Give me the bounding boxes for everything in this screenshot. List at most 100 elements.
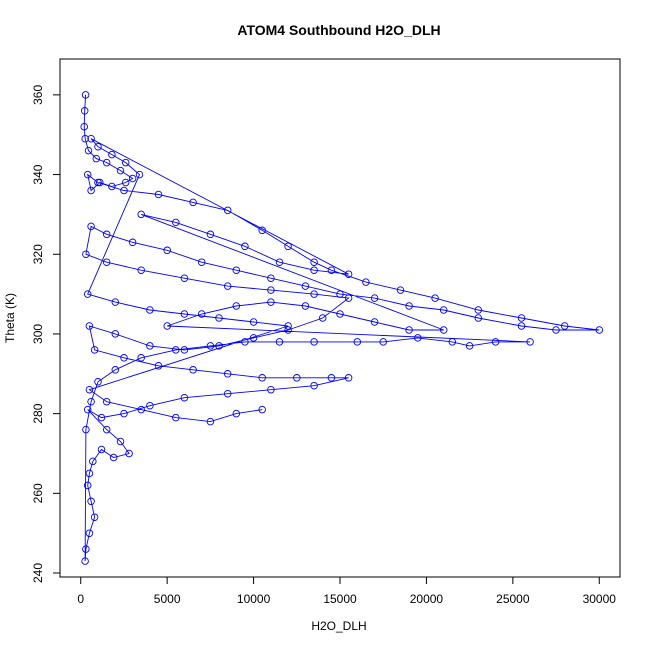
data-point [189, 366, 197, 374]
data-point [85, 529, 94, 537]
data-point [83, 170, 92, 179]
x-tick-label: 0 [77, 592, 84, 606]
data-point [439, 326, 448, 334]
x-tick-label: 30000 [583, 592, 617, 606]
data-point [414, 334, 422, 342]
data-point [85, 322, 94, 330]
data-point [163, 322, 171, 330]
data-point [267, 298, 275, 306]
data-point [206, 230, 215, 239]
data-point [81, 134, 89, 143]
data-point [284, 326, 292, 334]
data-point [111, 366, 120, 374]
data-point [90, 513, 99, 521]
data-point [362, 278, 370, 286]
y-tick-label: 360 [31, 85, 45, 105]
data-point [344, 374, 353, 382]
data-point [89, 457, 97, 466]
data-point [232, 266, 241, 274]
data-point [189, 198, 197, 207]
data-point [108, 150, 116, 159]
data-point [275, 258, 284, 266]
x-tick-label: 20000 [410, 592, 444, 606]
data-point [344, 270, 353, 278]
data-point [81, 557, 89, 565]
data-point [83, 290, 92, 298]
data-point [137, 354, 145, 362]
data-point [172, 413, 180, 422]
x-tick-label: 25000 [496, 592, 530, 606]
x-tick-label: 15000 [323, 592, 357, 606]
data-point [310, 290, 318, 298]
data-point [180, 393, 189, 402]
data-point [94, 378, 102, 386]
data-point [146, 401, 154, 410]
data-point [85, 385, 94, 394]
data-point [80, 122, 88, 131]
data-point [405, 326, 413, 334]
data-point [83, 405, 92, 414]
data-point [97, 445, 106, 454]
data-point [474, 306, 483, 314]
data-point [336, 290, 344, 298]
y-axis-label: Theta (K) [3, 293, 17, 343]
data-point [82, 425, 90, 434]
data-point [223, 206, 232, 215]
data-point [232, 409, 241, 418]
data-point [396, 286, 405, 294]
data-point [163, 246, 171, 255]
data-point [125, 449, 133, 458]
x-axis: 0 5000 10000 15000 20000 25000 30000 [77, 576, 617, 606]
data-point [370, 318, 379, 326]
data-point [87, 134, 95, 143]
data-point [137, 405, 145, 414]
data-point [526, 338, 534, 346]
data-point [121, 178, 130, 187]
data-point [146, 306, 154, 314]
x-tick-label: 10000 [237, 592, 271, 606]
y-tick-label: 320 [31, 244, 45, 264]
data-point [81, 91, 90, 99]
data-point [241, 338, 249, 346]
data-point [310, 258, 318, 266]
data-point [258, 374, 266, 382]
y-tick-label: 300 [31, 324, 45, 344]
x-axis-label: H2O_DLH [311, 619, 366, 633]
y-tick-label: 280 [31, 403, 45, 423]
data-point [284, 242, 292, 251]
data-point [232, 302, 241, 310]
data-point [82, 545, 90, 553]
data-point [135, 170, 144, 179]
data-point [517, 314, 526, 322]
data-point [370, 294, 379, 302]
data-point [327, 266, 336, 274]
data-point [197, 258, 206, 266]
data-point [275, 338, 284, 346]
data-point [405, 302, 413, 310]
data-point [258, 405, 266, 414]
data-point [180, 274, 189, 282]
data-point [379, 338, 387, 346]
y-tick-label: 340 [31, 164, 45, 184]
data-points-layer [80, 91, 604, 565]
data-point [102, 397, 111, 406]
data-point [97, 413, 106, 422]
data-point [431, 294, 439, 302]
data-point [102, 230, 111, 239]
data-point [87, 186, 95, 195]
data-point [448, 338, 457, 346]
data-point [215, 342, 223, 350]
data-point [327, 374, 336, 382]
data-point [120, 186, 128, 195]
data-point [223, 389, 232, 398]
data-point [128, 174, 137, 183]
y-tick-label: 260 [31, 483, 45, 503]
data-point [491, 338, 500, 346]
data-point [154, 362, 163, 370]
data-point [120, 409, 128, 418]
data-point [137, 266, 145, 274]
data-point [128, 238, 137, 247]
data-point [474, 314, 483, 322]
data-point [517, 322, 526, 330]
data-point [336, 310, 344, 318]
